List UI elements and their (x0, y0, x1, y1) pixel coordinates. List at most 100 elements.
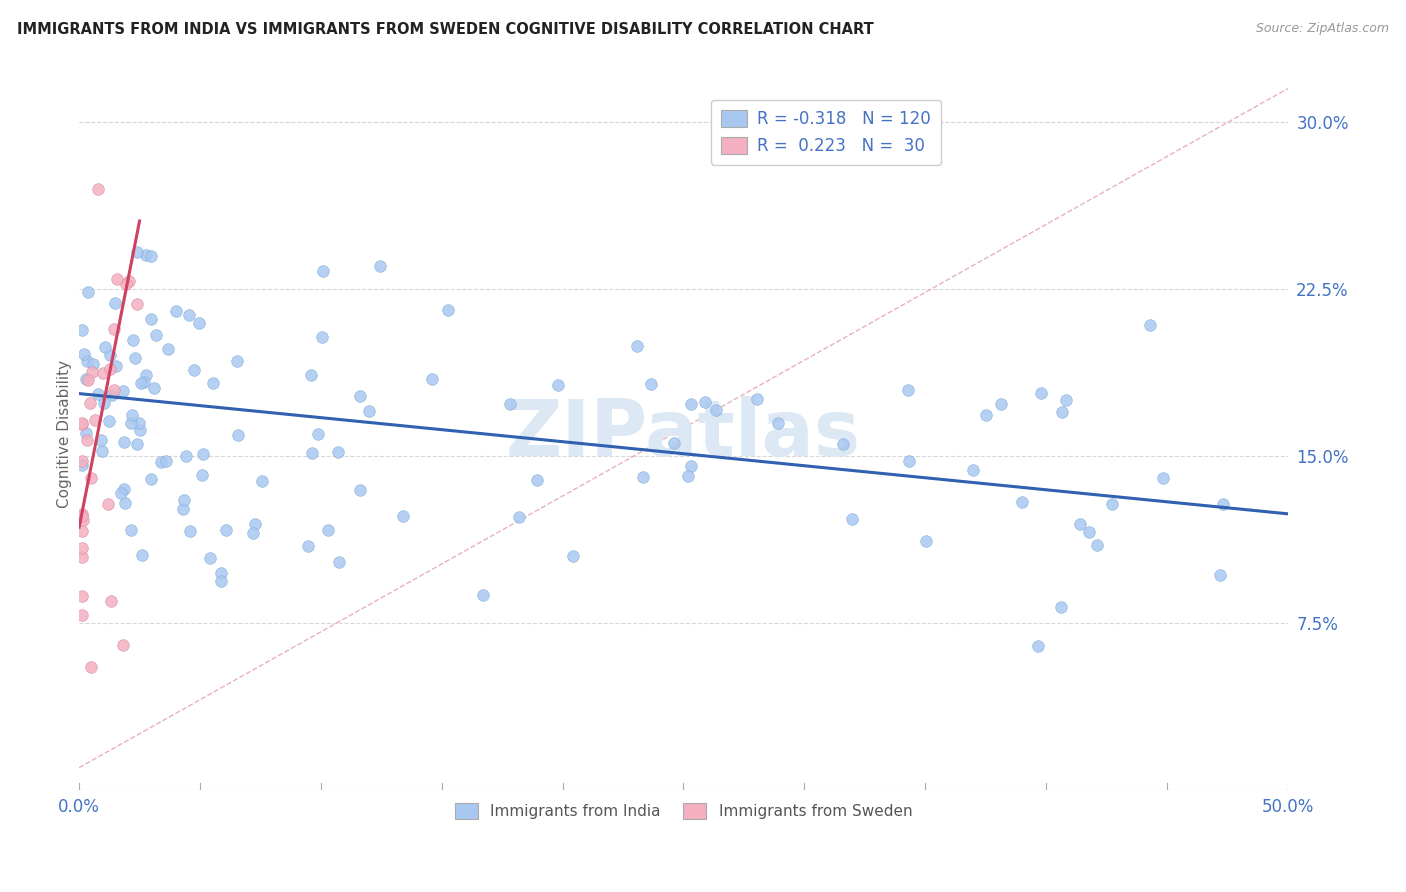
Point (357, 404, 380, 418)
Point (250, 474, 273, 488)
Point (131, 548, 153, 562)
Point (70, 417, 93, 431)
Point (120, 524, 142, 538)
Point (392, 509, 415, 524)
Point (87, 182, 110, 196)
Point (187, 316, 209, 330)
Text: Source: ZipAtlas.com: Source: ZipAtlas.com (1256, 22, 1389, 36)
Point (704, 402, 727, 417)
Point (183, 363, 205, 377)
Point (1011, 495, 1033, 509)
Point (349, 389, 371, 403)
Point (437, 302, 460, 317)
Point (526, 473, 548, 487)
Point (179, 524, 201, 539)
Point (745, 392, 768, 406)
Point (98, 348, 121, 362)
Point (547, 378, 569, 392)
Point (127, 437, 149, 451)
Point (145, 328, 167, 343)
Point (118, 274, 141, 288)
Point (897, 383, 920, 397)
Point (142, 381, 165, 395)
Point (94, 340, 117, 354)
Point (111, 638, 134, 652)
Point (104, 296, 127, 310)
Point (242, 525, 264, 540)
Point (974, 408, 997, 422)
Point (70, 416, 93, 430)
Point (1078, 524, 1101, 539)
Point (122, 333, 145, 347)
Point (173, 493, 195, 508)
Point (198, 551, 221, 566)
Point (91, 443, 114, 458)
Point (640, 376, 662, 391)
Point (72, 513, 94, 527)
Point (135, 368, 157, 382)
Point (679, 397, 702, 411)
Point (82, 357, 104, 371)
Point (70, 549, 93, 564)
Point (1054, 393, 1077, 408)
Point (105, 271, 128, 285)
Point (70, 589, 93, 603)
Point (93, 366, 115, 380)
Point (172, 502, 194, 516)
Point (80, 660, 103, 674)
Point (766, 416, 789, 430)
Point (77, 285, 100, 300)
Point (139, 249, 162, 263)
Point (134, 376, 156, 390)
Point (87, 387, 110, 401)
Point (472, 589, 495, 603)
Point (76, 373, 98, 387)
Point (297, 539, 319, 553)
Text: IMMIGRANTS FROM INDIA VS IMMIGRANTS FROM SWEDEN COGNITIVE DISABILITY CORRELATION: IMMIGRANTS FROM INDIA VS IMMIGRANTS FROM… (17, 22, 873, 37)
Point (93, 395, 115, 409)
Point (209, 574, 232, 589)
Point (191, 468, 214, 483)
Point (316, 524, 339, 538)
Point (312, 263, 335, 277)
Point (155, 454, 177, 468)
Point (98, 414, 121, 428)
Point (135, 248, 157, 262)
Point (1069, 516, 1091, 531)
Point (127, 297, 149, 311)
Point (1152, 471, 1174, 485)
Point (129, 376, 152, 391)
Point (70, 458, 93, 473)
Point (990, 397, 1012, 411)
Point (1031, 386, 1053, 401)
Point (915, 534, 938, 549)
Point (84, 413, 107, 427)
Point (693, 395, 716, 409)
Point (98, 361, 121, 376)
Point (121, 409, 143, 423)
Point (114, 495, 136, 509)
Point (76, 433, 98, 447)
Point (75, 426, 97, 441)
Point (76, 354, 98, 368)
Point (1050, 600, 1073, 615)
Point (368, 259, 391, 273)
Point (79, 396, 101, 410)
Point (214, 523, 236, 537)
Point (326, 445, 349, 459)
Point (1139, 318, 1161, 333)
Point (225, 354, 247, 368)
Point (90, 433, 112, 447)
Point (70, 524, 93, 539)
Point (120, 416, 142, 430)
Point (508, 510, 530, 524)
Point (299, 368, 322, 383)
Point (73, 347, 96, 361)
Point (103, 322, 125, 336)
Point (115, 277, 138, 292)
Point (124, 351, 146, 365)
Point (165, 304, 187, 318)
Point (1101, 497, 1123, 511)
Point (499, 397, 522, 411)
Point (676, 469, 699, 483)
